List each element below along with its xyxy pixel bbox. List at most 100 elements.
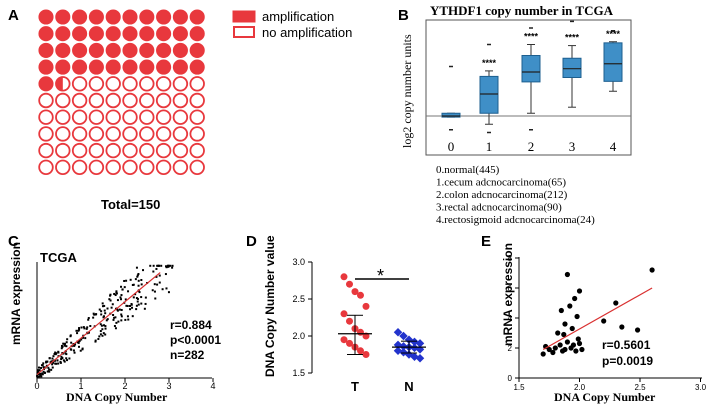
scatter-point — [117, 320, 120, 323]
legend-label-no-amplification: no amplification — [262, 25, 352, 40]
grid-cell-amplified — [172, 9, 188, 25]
scatter-point — [53, 359, 56, 362]
scatter-point — [125, 279, 128, 282]
grid-cell-not-amplified — [155, 92, 172, 109]
panel-e-ticks: 0 2 4 6 8 1.5 2.0 2.5 3.0 — [508, 254, 707, 392]
box-category-label: 1 — [486, 139, 493, 154]
scatter-point — [82, 326, 85, 329]
scatter-point — [157, 264, 160, 267]
scatter-point — [113, 325, 116, 328]
grid-cell-not-amplified — [88, 142, 105, 159]
scatter-point — [160, 264, 163, 267]
grid-cell-amplified — [38, 59, 54, 75]
grid-cell-amplified — [88, 42, 104, 58]
scatter-point — [54, 351, 57, 354]
grid-cell-amplified — [55, 59, 71, 75]
scatter-point — [78, 339, 81, 342]
point-n — [393, 328, 403, 337]
grid-cell-amplified — [156, 9, 172, 25]
panel-d-y-ticks: 1.5 2.0 2.5 3.0 — [292, 257, 312, 378]
scatter-point — [151, 289, 154, 292]
category-legend-line: 3.rectal adcnocarcinoma(90) — [436, 202, 562, 214]
grid-cell-not-amplified — [71, 92, 88, 109]
scatter-point — [114, 327, 117, 330]
grid-cell-not-amplified — [105, 159, 121, 176]
scatter-point — [49, 361, 52, 364]
scatter-point — [564, 271, 571, 278]
grid-cell-amplified — [72, 42, 88, 58]
scatter-point — [165, 287, 168, 290]
amplification-grid — [38, 9, 205, 176]
scatter-point — [106, 318, 109, 321]
scatter-point — [92, 316, 95, 319]
scatter-point — [70, 348, 73, 351]
scatter-point — [98, 335, 101, 338]
scatter-point — [41, 364, 44, 367]
scatter-point — [601, 318, 607, 324]
grid-cell-not-amplified — [189, 142, 205, 159]
scatter-point — [59, 361, 62, 364]
y-tick-label: 2.5 — [292, 294, 305, 304]
scatter-point — [136, 300, 139, 303]
scatter-point — [41, 372, 44, 375]
scatter-point — [144, 296, 147, 299]
scatter-point — [63, 344, 66, 347]
scatter-point — [111, 303, 114, 306]
scatter-point — [156, 283, 159, 286]
grid-cell-amplified — [38, 26, 54, 42]
scatter-point — [108, 298, 111, 301]
scatter-point — [73, 351, 76, 354]
panel-label-b: B — [398, 7, 409, 24]
scatter-point — [570, 342, 577, 348]
scatter-point — [135, 266, 138, 269]
panel-c-ylabel: mRNA expression — [9, 242, 23, 345]
scatter-point — [42, 366, 45, 369]
scatter-point — [120, 308, 123, 311]
grid-cell-not-amplified — [55, 142, 71, 159]
grid-cell-not-amplified — [71, 159, 88, 176]
scatter-point — [136, 297, 139, 300]
scatter-point — [120, 319, 123, 322]
scatter-point — [93, 313, 96, 316]
grid-cell-amplified — [88, 9, 104, 25]
y-tick-label: 1.5 — [292, 368, 305, 378]
scatter-point — [120, 313, 123, 316]
point-t — [351, 288, 359, 296]
grid-cell-not-amplified — [88, 109, 105, 125]
scatter-point — [123, 279, 126, 282]
scatter-point — [140, 278, 143, 281]
scatter-point — [89, 325, 92, 328]
x-tick-label: 1.5 — [513, 383, 525, 392]
scatter-point — [164, 273, 167, 276]
grid-cell-not-amplified — [55, 126, 71, 142]
stat-line: p<0.0001 — [170, 333, 221, 347]
scatter-point — [42, 370, 45, 373]
grid-cell-not-amplified — [105, 126, 121, 142]
scatter-point — [134, 293, 137, 296]
grid-cell-not-amplified — [155, 76, 172, 92]
legend-swatch-no-amplification — [233, 26, 255, 38]
scatter-point — [171, 264, 174, 267]
panel-e-points — [540, 267, 655, 357]
scatter-point — [62, 359, 65, 362]
grid-cell-not-amplified — [155, 159, 172, 176]
scatter-point — [562, 346, 568, 353]
grid-cell-not-amplified — [155, 142, 172, 159]
scatter-point — [37, 373, 40, 376]
scatter-point — [142, 269, 145, 272]
grid-cell-amplified — [139, 42, 155, 58]
scatter-point — [105, 319, 108, 322]
point-t — [357, 291, 364, 299]
panel-d-ylabel: DNA Copy Number value — [263, 235, 277, 377]
scatter-point — [78, 328, 81, 331]
scatter-point — [154, 297, 157, 300]
box-iqr — [479, 75, 499, 114]
scatter-point — [127, 290, 130, 293]
point-t — [340, 310, 348, 318]
scatter-point — [94, 340, 97, 343]
scatter-point — [137, 279, 140, 282]
category-legend-line: 0.normal(445) — [436, 164, 500, 176]
category-legend-line: 2.colon adcnocarcinoma(212) — [436, 189, 568, 201]
point-t — [340, 336, 348, 344]
